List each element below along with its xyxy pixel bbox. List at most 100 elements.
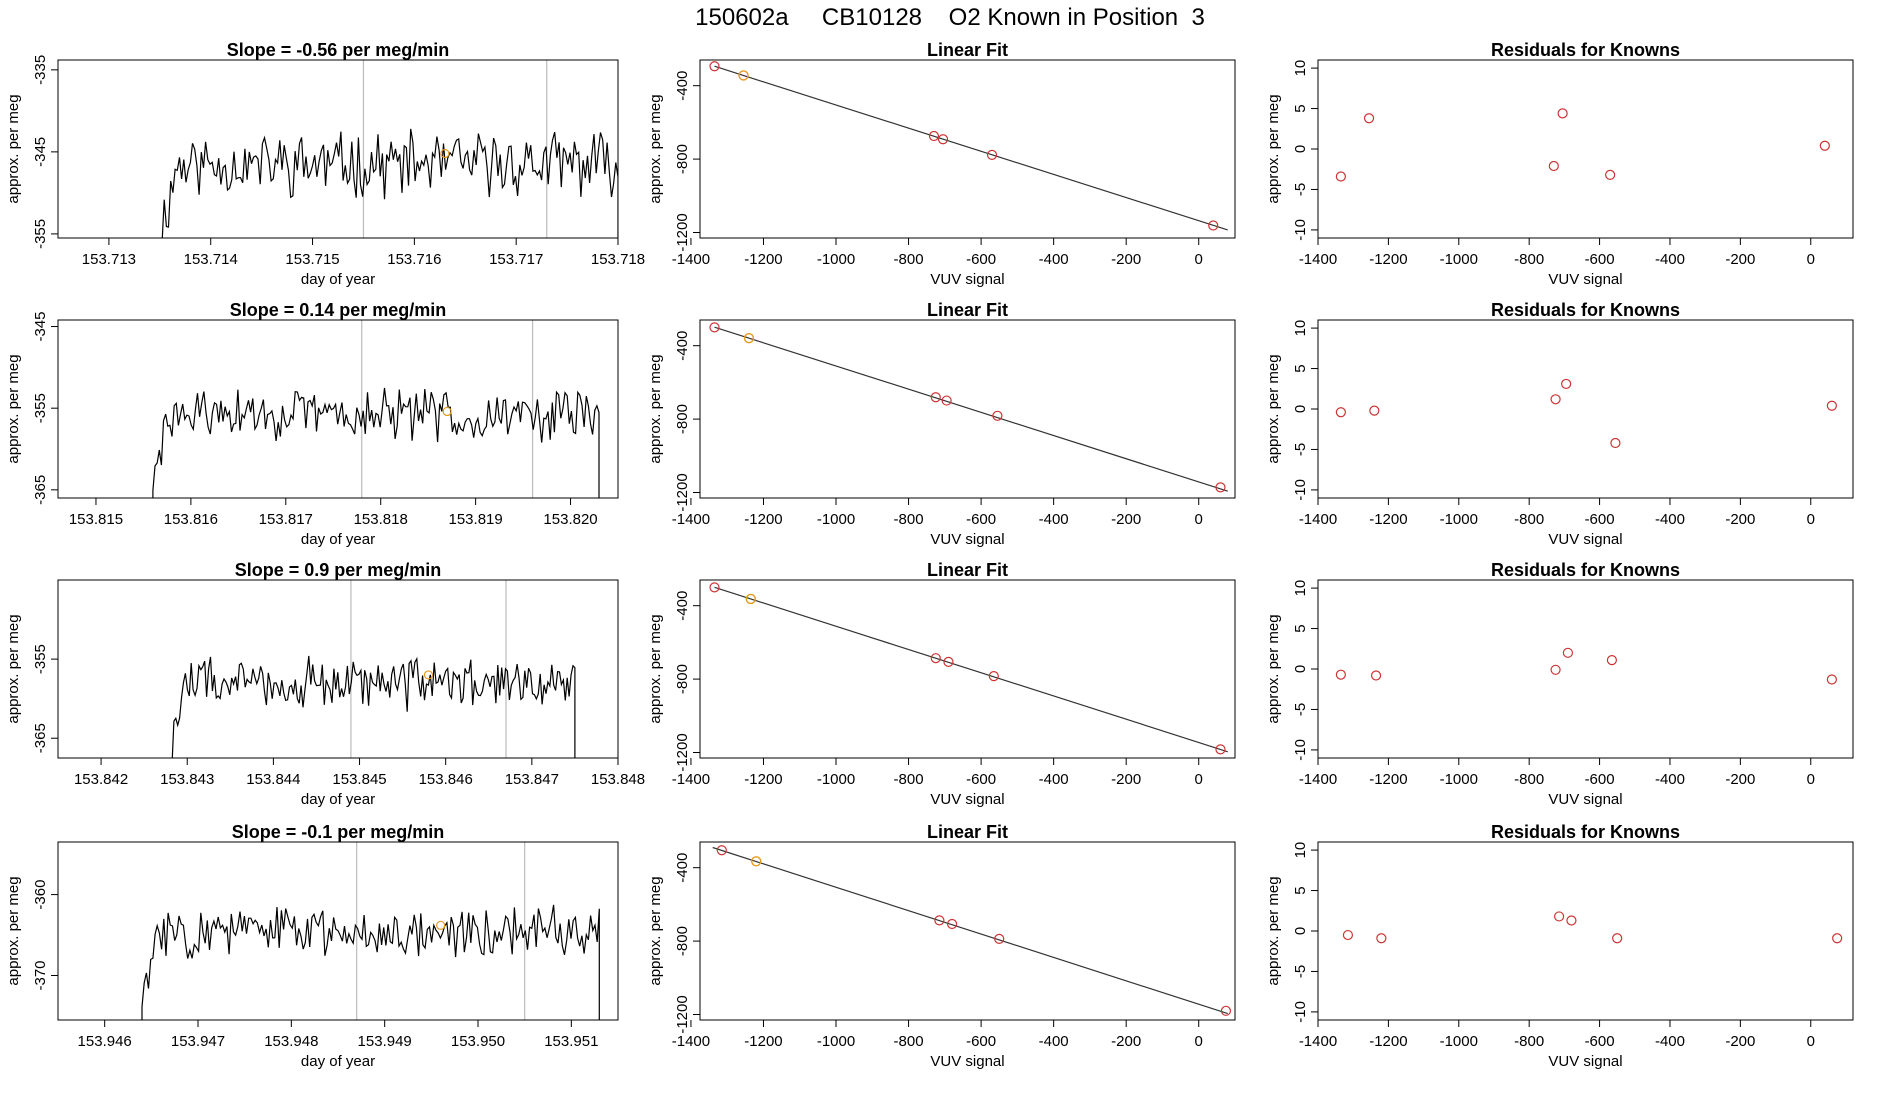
x-tick-label: 153.847	[505, 771, 559, 788]
x-tick-label: -600	[966, 511, 996, 528]
data-point	[934, 915, 945, 926]
x-tick-label: -600	[966, 251, 996, 268]
x-tick-label: -800	[894, 511, 924, 528]
data-point	[1826, 674, 1837, 685]
data-point	[930, 392, 941, 403]
data-trace	[161, 128, 618, 238]
x-tick-label: -1400	[1299, 771, 1337, 788]
x-tick-label: -1400	[1299, 251, 1337, 268]
x-tick-label: -400	[1655, 1033, 1685, 1050]
highlight-point	[442, 406, 452, 417]
x-tick-label: -800	[1514, 771, 1544, 788]
x-tick-label: 153.714	[184, 251, 238, 268]
x-tick-label: -400	[1655, 511, 1685, 528]
chart-title: Slope = -0.1 per meg/min	[232, 822, 445, 842]
data-point	[1342, 929, 1354, 941]
chart-panel-3-linear-fit: Linear Fit-1400 -1200 -1000 -800 -600 -400 -20…	[647, 560, 1236, 808]
y-tick-label: -5	[1292, 183, 1309, 196]
x-tick-label: -200	[1111, 511, 1141, 528]
plot-area	[152, 320, 600, 498]
chart-title: Residuals for Knowns	[1491, 560, 1680, 580]
x-tick-label: -1400	[672, 771, 710, 788]
x-tick-label: -600	[1585, 511, 1615, 528]
y-tick-label: -355	[32, 219, 49, 249]
x-tick-label: 0	[1195, 1033, 1203, 1050]
x-tick-label: 153.820	[543, 511, 597, 528]
fit-line	[714, 65, 1228, 231]
data-point	[986, 149, 998, 160]
x-tick-label: 0	[1195, 511, 1203, 528]
highlight-point	[436, 920, 446, 930]
chart-panel-2-residuals: Residuals for Knowns-1400 -1200 -1000 -800-…	[1265, 300, 1854, 548]
data-trace	[141, 904, 600, 1020]
y-axis-label: approx. per meg	[647, 94, 664, 203]
x-tick-label: 153.848	[591, 771, 645, 788]
plot-frame	[57, 59, 619, 239]
chart-title: Slope = -0.56 per meg/min	[227, 40, 450, 60]
x-tick-label: -1200	[744, 511, 782, 528]
x-tick-label: -1400	[672, 251, 710, 268]
x-axis-label: VUV signal	[1548, 271, 1622, 288]
y-tick-label: 10	[1292, 580, 1309, 597]
x-tick-label: 153.815	[69, 511, 123, 528]
y-tick-label: -400	[674, 331, 691, 361]
fit-line	[714, 586, 1228, 753]
x-tick-label: 0	[1807, 251, 1815, 268]
highlight-point	[751, 856, 762, 867]
data-point	[716, 845, 727, 856]
plot-frame	[699, 579, 1236, 759]
y-axis-label: approx. per meg	[647, 354, 664, 463]
y-tick-label: 5	[1292, 104, 1309, 112]
y-tick-label: -1200	[674, 733, 691, 771]
x-tick-label: 153.716	[387, 251, 441, 268]
y-tick-label: -10	[1292, 739, 1309, 761]
plot-frame	[1317, 59, 1854, 239]
x-tick-label: -1200	[1369, 771, 1407, 788]
chart-title: Slope = 0.14 per meg/min	[230, 300, 447, 320]
y-tick-label: -5	[1292, 443, 1309, 456]
data-point	[1819, 140, 1830, 151]
x-tick-label: -1200	[744, 1033, 782, 1050]
highlight-point	[738, 70, 749, 81]
data-point	[1605, 169, 1616, 180]
x-tick-label: 153.946	[78, 1033, 132, 1050]
data-point	[928, 130, 940, 142]
data-point	[1562, 647, 1574, 658]
data-point	[988, 671, 999, 682]
x-axis-label: VUV signal	[1548, 791, 1622, 808]
plot-frame	[57, 579, 619, 759]
x-tick-label: -600	[966, 1033, 996, 1050]
chart-title: Linear Fit	[927, 300, 1008, 320]
data-point	[1369, 405, 1380, 416]
x-axis-label: day of year	[301, 1053, 375, 1070]
x-tick-label: -1200	[1369, 251, 1407, 268]
x-tick-label: -600	[1585, 251, 1615, 268]
x-tick-label: -1000	[1440, 771, 1478, 788]
x-tick-label: -200	[1725, 1033, 1755, 1050]
x-tick-label: -1200	[744, 251, 782, 268]
highlight-point	[745, 593, 756, 605]
data-point	[1215, 744, 1226, 755]
x-tick-label: -800	[1514, 511, 1544, 528]
y-tick-label: -400	[674, 71, 691, 101]
data-point	[946, 918, 958, 930]
data-point	[1610, 437, 1621, 449]
y-tick-label: -370	[32, 960, 49, 990]
y-tick-label: 10	[1292, 320, 1309, 337]
plot-area	[1342, 911, 1843, 944]
y-tick-label: -800	[674, 404, 691, 434]
data-point	[1376, 933, 1387, 944]
x-tick-label: -800	[1514, 251, 1544, 268]
y-tick-label: 0	[1292, 145, 1309, 153]
data-point	[709, 61, 720, 72]
data-trace	[171, 655, 576, 758]
x-tick-label: 153.948	[264, 1033, 318, 1050]
x-tick-label: -1400	[672, 1033, 710, 1050]
x-tick-label: 153.819	[449, 511, 503, 528]
x-tick-label: -1000	[817, 251, 855, 268]
plot-area	[1335, 108, 1830, 182]
y-tick-label: -365	[32, 475, 49, 505]
x-tick-label: 0	[1807, 1033, 1815, 1050]
x-axis-label: day of year	[301, 791, 375, 808]
x-axis-label: VUV signal	[930, 791, 1004, 808]
